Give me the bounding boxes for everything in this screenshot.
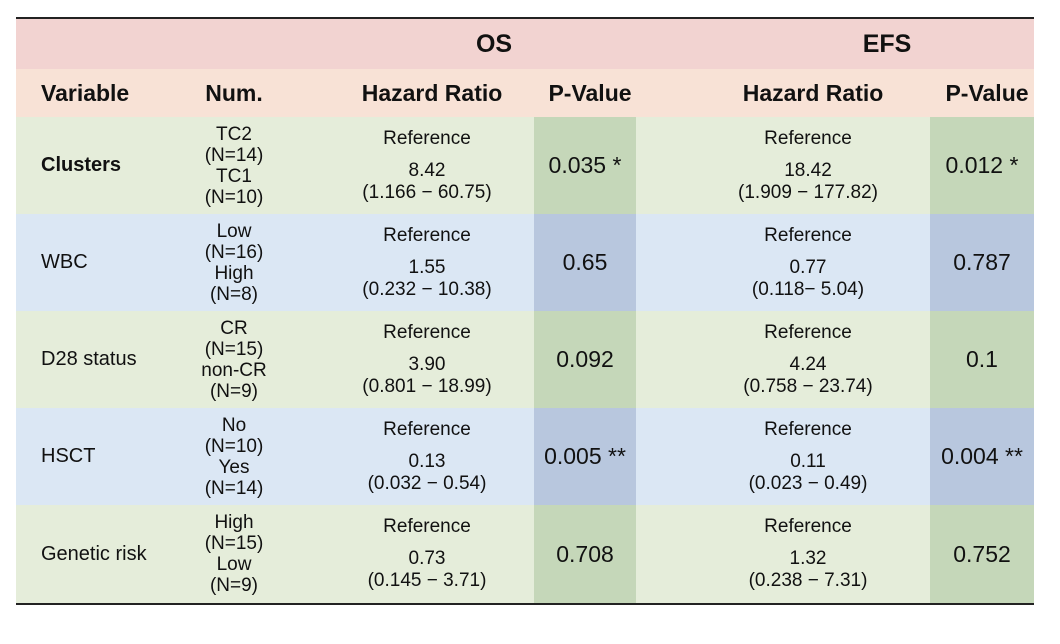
group-b-count: (N=14) bbox=[204, 477, 264, 499]
efs-reference: Reference bbox=[764, 418, 852, 440]
cox-regression-table: OS EFS Variable Num. Hazard Ratio P-Valu… bbox=[16, 17, 1034, 605]
col-os-p-value: P-Value bbox=[548, 79, 632, 106]
table-row: WBC Low (N=16) High (N=8) Reference 1.55 (0.232… bbox=[16, 214, 1034, 313]
efs-hr-value: 0.11 bbox=[790, 450, 826, 472]
efs-hazard-ratio-cell: Reference 0.11 (0.023 − 0.49) bbox=[636, 408, 930, 505]
table-row: HSCT No (N=10) Yes (N=14) Reference 0.13 (0.032… bbox=[16, 408, 1034, 507]
variable-cell: Genetic risk bbox=[41, 542, 147, 565]
efs-hazard-ratio-cell: Reference 18.42 (1.909 − 177.82) bbox=[636, 117, 930, 214]
group-a-count: (N=15) bbox=[204, 533, 264, 554]
col-num: Num. bbox=[205, 79, 263, 106]
group-b-count: (N=8) bbox=[209, 283, 259, 305]
num-cell: High (N=15) Low (N=9) bbox=[178, 505, 290, 603]
group-a-count: (N=10) bbox=[204, 435, 264, 457]
os-hr-value: 0.13 bbox=[408, 450, 446, 472]
group-b-label: Yes bbox=[218, 456, 250, 478]
os-hazard-ratio-cell: Reference 0.13 (0.032 − 0.54) bbox=[290, 408, 534, 505]
col-efs-p-value: P-Value bbox=[945, 79, 1029, 106]
efs-p-value-cell: 0.752 bbox=[930, 505, 1034, 603]
os-ci: (0.032 − 0.54) bbox=[367, 472, 487, 494]
group-b-label: non-CR bbox=[201, 359, 267, 381]
os-p-value-cell: 0.035 * bbox=[534, 117, 636, 214]
group-a-label: No bbox=[221, 414, 247, 436]
os-hr-value: 1.55 bbox=[408, 256, 446, 278]
num-cell: Low (N=16) High (N=8) bbox=[178, 214, 290, 311]
efs-hr-value: 18.42 bbox=[784, 159, 832, 181]
top-rule bbox=[16, 17, 1034, 19]
os-group-header: OS bbox=[475, 29, 513, 58]
os-hr-value: 0.73 bbox=[408, 548, 446, 569]
variable-cell: WBC bbox=[41, 251, 88, 273]
os-reference: Reference bbox=[383, 418, 471, 440]
efs-hr-value: 0.77 bbox=[789, 256, 827, 278]
col-os-hazard-ratio: Hazard Ratio bbox=[361, 79, 503, 106]
efs-hazard-ratio-cell: Reference 1.32 (0.238 − 7.31) bbox=[636, 505, 930, 603]
num-cell: TC2 (N=14) TC1 (N=10) bbox=[178, 117, 290, 214]
efs-hr-value: 1.32 bbox=[789, 548, 827, 569]
efs-hazard-ratio-cell: Reference 0.77 (0.118− 5.04) bbox=[636, 214, 930, 311]
efs-p-value-cell: 0.004 ** bbox=[930, 408, 1034, 505]
efs-group-header: EFS bbox=[862, 29, 912, 58]
efs-hr-value: 4.24 bbox=[789, 353, 827, 375]
efs-ci: (0.023 − 0.49) bbox=[748, 472, 868, 494]
os-p-value-cell: 0.005 ** bbox=[534, 408, 636, 505]
group-b-count: (N=10) bbox=[204, 186, 264, 208]
table-row: Clusters TC2 (N=14) TC1 (N=10) Reference 8.42(… bbox=[16, 117, 1034, 216]
group-b-label: TC1 bbox=[216, 165, 252, 187]
efs-reference: Reference bbox=[764, 516, 852, 537]
group-b-count: (N=9) bbox=[209, 575, 259, 596]
os-hazard-ratio-cell: Reference 8.42 (1.166 − 60.75) bbox=[290, 117, 534, 214]
efs-p-value-cell: 0.012 * bbox=[930, 117, 1034, 214]
os-reference: Reference bbox=[383, 127, 471, 149]
os-reference: Reference bbox=[383, 516, 471, 537]
efs-reference: Reference bbox=[764, 224, 852, 246]
efs-ci: (0.238 − 7.31) bbox=[748, 570, 868, 591]
num-cell: CR (N=15) non-CR (N=9) bbox=[178, 311, 290, 408]
efs-ci: (0.758 − 23.74) bbox=[743, 375, 873, 397]
col-efs-hazard-ratio: Hazard Ratio bbox=[742, 79, 884, 106]
variable-cell: D28 status bbox=[41, 348, 137, 370]
table-row: D28 status CR (N=15) non-CR (N=9) Reference 3.… bbox=[16, 311, 1034, 410]
efs-p-value-cell: 0.1 bbox=[930, 311, 1034, 408]
efs-ci: (0.118− 5.04) bbox=[751, 278, 865, 300]
group-header-row: OS EFS bbox=[16, 19, 1034, 69]
os-hazard-ratio-cell: Reference 0.73 (0.145 − 3.71) bbox=[290, 505, 534, 603]
efs-p-value-cell: 0.787 bbox=[930, 214, 1034, 311]
os-ci: (0.145 − 3.71) bbox=[367, 570, 487, 591]
table-row: Genetic risk High (N=15) Low (N=9) Reference 0… bbox=[16, 505, 1034, 603]
os-hr-value: 8.42 bbox=[408, 159, 446, 181]
os-reference: Reference bbox=[383, 321, 471, 343]
group-a-count: (N=15) bbox=[204, 338, 264, 360]
group-a-count: (N=14) bbox=[204, 144, 264, 166]
os-p-value-cell: 0.708 bbox=[534, 505, 636, 603]
group-b-count: (N=9) bbox=[209, 380, 259, 402]
os-reference: Reference bbox=[383, 224, 471, 246]
column-header-row: Variable Num. Hazard Ratio P-Value Hazar… bbox=[16, 69, 1034, 117]
group-a-label: Low bbox=[216, 220, 252, 242]
variable-cell: Clusters bbox=[41, 154, 122, 176]
os-p-value-cell: 0.65 bbox=[534, 214, 636, 311]
col-variable: Variable bbox=[41, 79, 130, 106]
group-a-label: High bbox=[214, 512, 254, 533]
efs-hazard-ratio-cell: Reference 4.24 (0.758 − 23.74) bbox=[636, 311, 930, 408]
os-p-value-cell: 0.092 bbox=[534, 311, 636, 408]
os-hr-value: 3.90 bbox=[408, 353, 446, 375]
os-hazard-ratio-cell: Reference 1.55 (0.232 − 10.38) bbox=[290, 214, 534, 311]
efs-reference: Reference bbox=[764, 127, 852, 149]
group-a-label: TC2 bbox=[216, 123, 252, 145]
os-ci: (0.232 − 10.38) bbox=[362, 278, 492, 300]
os-hazard-ratio-cell: Reference 3.90 (0.801 − 18.99) bbox=[290, 311, 534, 408]
os-ci: (1.166 − 60.75) bbox=[362, 181, 492, 203]
num-cell: No (N=10) Yes (N=14) bbox=[178, 408, 290, 505]
group-b-label: High bbox=[214, 262, 254, 284]
os-ci: (0.801 − 18.99) bbox=[362, 375, 492, 397]
efs-ci: (1.909 − 177.82) bbox=[738, 181, 878, 203]
group-a-count: (N=16) bbox=[204, 241, 264, 263]
variable-cell: HSCT bbox=[41, 445, 96, 467]
efs-reference: Reference bbox=[764, 321, 852, 343]
group-a-label: CR bbox=[220, 317, 248, 339]
bottom-rule bbox=[16, 603, 1034, 605]
group-b-label: Low bbox=[216, 554, 252, 575]
